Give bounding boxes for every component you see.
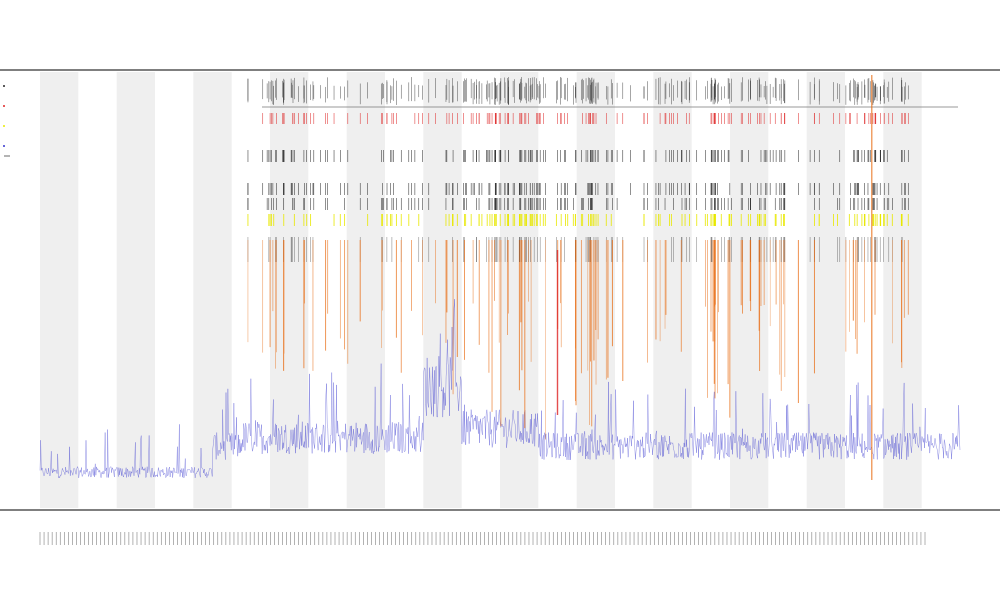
- day-band: [193, 72, 232, 508]
- day-band: [730, 72, 769, 508]
- x-tick-labels: [39, 532, 926, 545]
- legend: [3, 85, 10, 157]
- day-band: [116, 72, 155, 508]
- plot-frame: [0, 69, 1000, 511]
- event-marks: [247, 75, 909, 480]
- baseline-series: [39, 299, 961, 479]
- day-band: [40, 72, 79, 508]
- baseline-line: [39, 299, 961, 479]
- day-band: [423, 72, 462, 508]
- day-band: [653, 72, 692, 508]
- day-band: [883, 72, 922, 508]
- day-bands: [40, 72, 922, 508]
- day-band: [806, 72, 845, 508]
